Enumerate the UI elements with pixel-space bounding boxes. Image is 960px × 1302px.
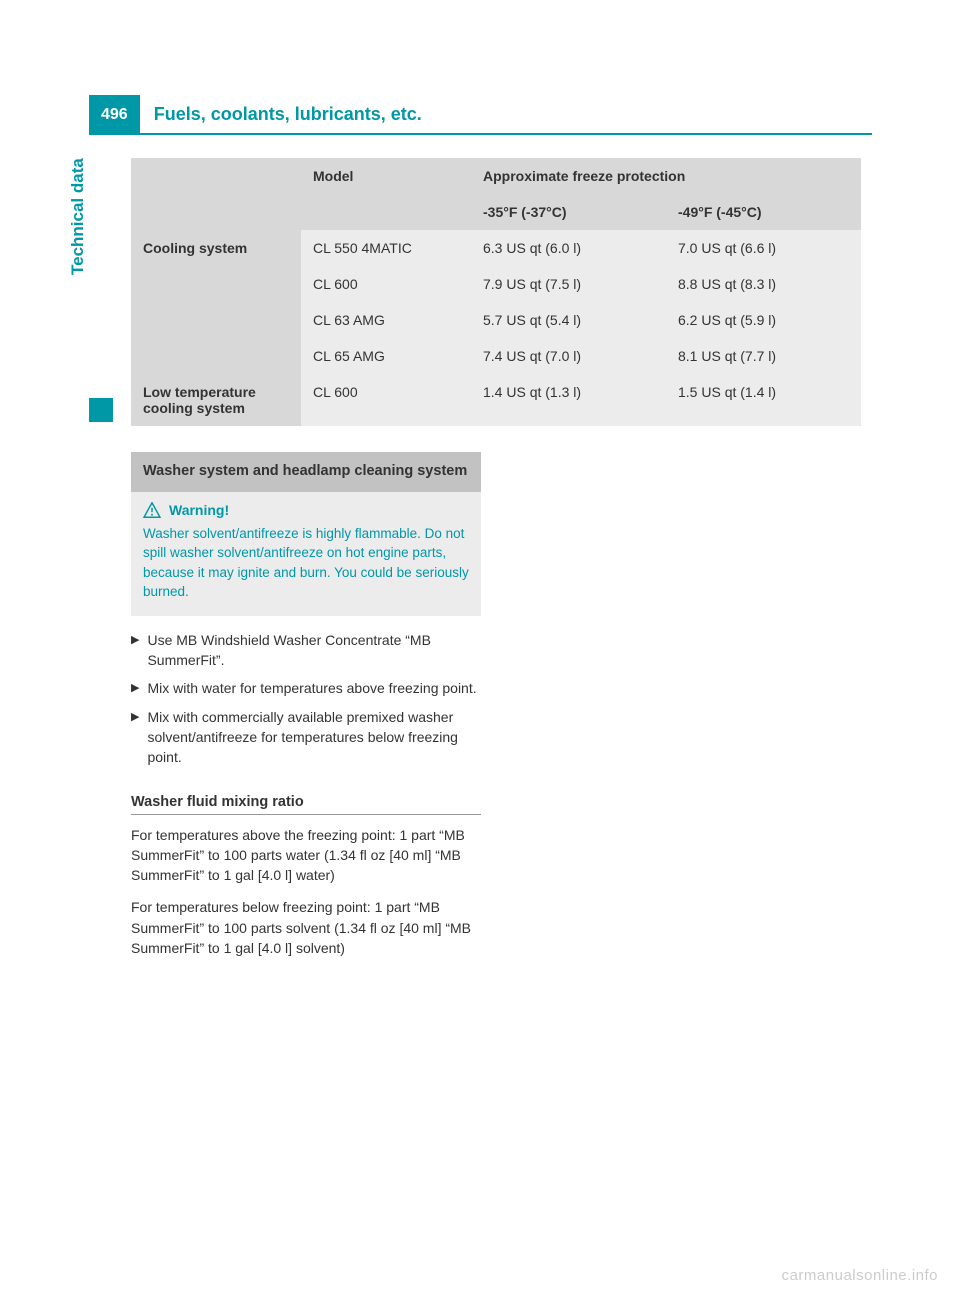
side-tab-marker — [89, 398, 113, 422]
table-row: Cooling system CL 550 4MATIC 6.3 US qt (… — [131, 230, 861, 266]
cell-value: 6.2 US qt (5.9 l) — [666, 302, 861, 338]
paragraph: For temperatures above the freezing poin… — [131, 825, 481, 886]
list-item: ▶ Mix with water for temperatures above … — [131, 678, 481, 698]
table-row: Low temperature cooling system CL 600 1.… — [131, 374, 861, 426]
cell-model: CL 63 AMG — [301, 302, 471, 338]
lowtemp-label: Low temperature cooling system — [131, 374, 301, 426]
col-temp2-header: -49°F (-45°C) — [666, 194, 861, 230]
triangle-icon: ▶ — [131, 707, 139, 768]
list-item: ▶ Mix with commercially available premix… — [131, 707, 481, 768]
warning-label: Warning! — [169, 502, 229, 518]
cell-model: CL 600 — [301, 374, 471, 426]
warning-triangle-icon — [143, 502, 161, 518]
sub-heading: Washer fluid mixing ratio — [131, 794, 481, 815]
col-system-header — [131, 158, 301, 194]
page-header: 496 Fuels, coolants, lubricants, etc. — [89, 95, 872, 135]
instruction-list: ▶ Use MB Windshield Washer Concentrate “… — [131, 630, 481, 768]
cell-model: CL 550 4MATIC — [301, 230, 471, 266]
section-heading: Washer system and headlamp cleaning syst… — [131, 452, 481, 492]
cell-value: 5.7 US qt (5.4 l) — [471, 302, 666, 338]
cell-value: 6.3 US qt (6.0 l) — [471, 230, 666, 266]
cooling-system-label: Cooling system — [131, 230, 301, 374]
cell-value: 8.1 US qt (7.7 l) — [666, 338, 861, 374]
page-title: Fuels, coolants, lubricants, etc. — [140, 95, 872, 135]
coolant-table: Model Approximate freeze protection -35°… — [131, 158, 861, 426]
warning-text: Washer solvent/antifreeze is highly flam… — [143, 524, 469, 602]
cell-value: 8.8 US qt (8.3 l) — [666, 266, 861, 302]
col-freeze-header: Approximate freeze protection — [471, 158, 861, 194]
col-temp1-header: -35°F (-37°C) — [471, 194, 666, 230]
triangle-icon: ▶ — [131, 630, 139, 671]
list-item-text: Mix with commercially available premixed… — [147, 707, 481, 768]
warning-header: Warning! — [143, 502, 469, 518]
page-number: 496 — [89, 95, 140, 135]
cell-value: 7.9 US qt (7.5 l) — [471, 266, 666, 302]
cell-value: 7.4 US qt (7.0 l) — [471, 338, 666, 374]
table-header-row: Model Approximate freeze protection — [131, 158, 861, 194]
washer-section: Washer system and headlamp cleaning syst… — [131, 452, 481, 970]
table-subheader-row: -35°F (-37°C) -49°F (-45°C) — [131, 194, 861, 230]
col-model-header: Model — [301, 158, 471, 230]
cell-value: 7.0 US qt (6.6 l) — [666, 230, 861, 266]
list-item: ▶ Use MB Windshield Washer Concentrate “… — [131, 630, 481, 671]
list-item-text: Mix with water for temperatures above fr… — [147, 678, 476, 698]
col-empty-subheader — [131, 194, 301, 230]
cell-value: 1.5 US qt (1.4 l) — [666, 374, 861, 426]
side-tab-label: Technical data — [68, 158, 88, 275]
paragraph: For temperatures below freezing point: 1… — [131, 897, 481, 958]
list-item-text: Use MB Windshield Washer Concentrate “MB… — [147, 630, 481, 671]
warning-box: Warning! Washer solvent/antifreeze is hi… — [131, 492, 481, 616]
cell-value: 1.4 US qt (1.3 l) — [471, 374, 666, 426]
triangle-icon: ▶ — [131, 678, 139, 698]
cell-model: CL 600 — [301, 266, 471, 302]
cell-model: CL 65 AMG — [301, 338, 471, 374]
watermark: carmanualsonline.info — [782, 1267, 938, 1284]
